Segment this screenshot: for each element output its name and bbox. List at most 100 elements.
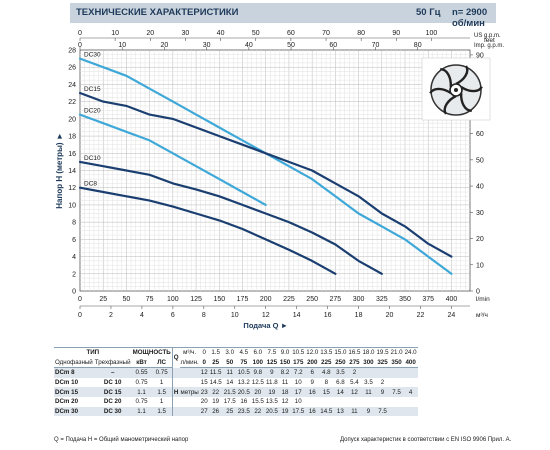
power-kw: 0.55 [131,367,152,378]
x-tick-label-lmin: 350 [399,296,411,303]
head-value-cell: 6.8 [336,379,345,387]
y-tick-label: 26 [68,65,76,72]
x-tick-label-m3h: 24 [448,312,456,319]
head-value-cell: 11.8 [266,379,278,387]
kw-header: кВт [131,357,152,369]
y-tick-label: 10 [68,202,76,209]
power-hp: 0.75 [151,367,173,378]
x-tick-label-m3h: 22 [417,312,425,319]
head-value-cell: 11 [222,367,237,378]
feet-tick-label: 90 [476,52,484,59]
head-value-cell: 20 [250,387,265,397]
impgpm-unit-label: Imp. g.p.m. [474,43,504,49]
h-unit-spacer [180,397,200,407]
head-value-cell: 14 [226,379,234,387]
h-unit-spacer [180,378,200,388]
head-value-cell: 8.2 [278,367,292,378]
head-value-cell: 7.5 [389,387,404,397]
h-symbol-spacer [171,367,180,378]
head-value-cell: 12.5 [251,379,264,387]
head-value-cell [403,367,418,378]
x-tick-label-lmin: 300 [353,296,365,303]
x-tick-label-m3h: 10 [231,312,239,319]
head-value-cell: 22 [250,406,265,417]
x-tick-label-m3h: 18 [355,312,363,319]
y-tick-label: 4 [72,254,76,261]
feet-tick-label: 20 [476,236,484,243]
curve-label-dc15: DC15 [84,86,101,93]
model-single: DCm 20 [55,398,79,406]
y-tick-label: 0 [72,289,76,296]
q-lmin-cell: 325 [375,357,390,369]
head-value-cell: 6 [305,367,320,378]
q-lmin-cell: 200 [305,357,320,369]
curve-dc20 [78,113,267,206]
model-single: DCm 8 [54,367,94,378]
head-value-cell: 7.5 [375,406,390,417]
x-tick-label-impgpm: 30 [203,42,211,49]
footer-legend: Q = Подача H = Общий манометрический нап… [54,437,189,443]
head-value-cell: 12 [199,367,209,378]
head-value-cell: 13.2 [237,379,250,387]
head-value-cell: 14.5 [209,379,222,387]
chart-heading: ТЕХНИЧЕСКИЕ ХАРАКТЕРИСТИКИ [76,7,239,18]
q-symbol: Q [171,346,180,368]
head-value-cell: 4 [403,387,418,397]
x-tick-label-lmin: 375 [422,296,434,303]
three-phase-header: Трехфазный [93,357,132,369]
x-tick-label-lmin: 200 [260,296,272,303]
x-tick-label-lmin: 225 [283,296,295,303]
head-value-cell [404,397,418,407]
head-value-cell: 10 [294,398,302,406]
y-tick-label: 24 [68,82,76,89]
q-lmin-cell: 275 [347,357,362,369]
lmin-unit-label: l/min [476,296,490,303]
q-lmin-cell: 300 [361,357,376,369]
head-value-cell: 5.4 [350,379,359,387]
x-tick-label-lmin: 325 [376,296,388,303]
head-value-cell: 21.5 [222,387,237,397]
head-value-cell: 10.5 [236,367,251,378]
h-unit-spacer [179,367,200,378]
x-tick-label-m3h: 8 [202,312,206,319]
head-value-cell: 9 [361,406,376,417]
x-tick-label-lmin: 0 [78,296,82,303]
x-tick-label-lmin: 25 [99,296,107,303]
x-tick-label-impgpm: 10 [118,42,126,49]
head-value-cell: 4.8 [319,367,334,378]
model-three: – [93,367,132,378]
head-value-cell [305,397,319,407]
q-m3h-cell: 1.5 [208,346,223,358]
head-value-cell: 12 [281,398,289,406]
speed-label: n= 2900 об/мин [452,7,488,29]
x-tick-label-lmin: 250 [306,296,318,303]
y-tick-label: 2 [72,271,76,278]
y-tick-label: 28 [68,48,76,55]
x-tick-label-impgpm: 50 [287,42,295,49]
head-value-cell: 27 [199,406,209,417]
usgpm-unit-label: US g.p.m. [474,33,501,39]
q-m3h-cell: 9.0 [278,346,292,358]
curve-label-dc8: DC8 [84,181,97,188]
x-tick-label-impgpm: 60 [329,42,337,49]
head-value-cell: 26 [208,406,223,417]
x-tick-label-m3h: 4 [140,312,144,319]
head-value-cell [389,406,404,417]
head-value-cell: 17.5 [223,398,236,406]
q-m3h-cell: 15.0 [333,346,348,358]
head-value-cell: 11 [347,406,362,417]
curve-label-dc20: DC20 [84,108,101,115]
head-value-cell: 23.5 [236,406,251,417]
x-tick-label-usgpm: 60 [287,30,295,37]
q-lmin-cell: 125 [264,357,279,369]
curve-label-dc30: DC30 [84,52,101,59]
head-value-cell: 2 [380,379,385,387]
curve-dc10 [78,160,383,275]
q-m3h-cell: 18.0 [361,346,376,358]
head-value-cell: 16 [305,387,320,397]
x-tick-label-m3h: 6 [171,312,175,319]
q-m3h-cell: 3.0 [222,346,237,358]
model-single: DCm 30 [54,406,94,417]
x-tick-label-impgpm: 80 [414,42,422,49]
curve-dc8 [78,186,337,275]
